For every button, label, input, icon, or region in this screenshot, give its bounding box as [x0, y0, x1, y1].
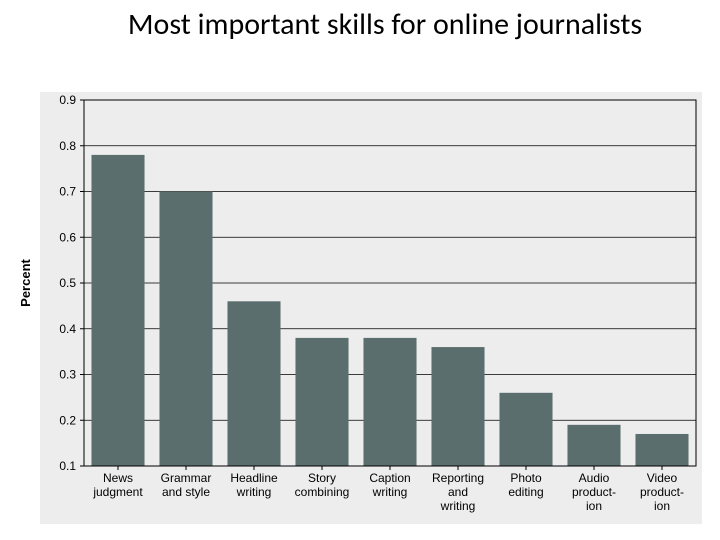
x-category-label: Caption	[369, 471, 410, 485]
y-tick-label: 0.6	[59, 230, 76, 244]
x-category-label: Story	[308, 471, 336, 485]
x-category-label: writing	[372, 485, 408, 499]
x-category-label: editing	[508, 485, 543, 499]
bar	[363, 338, 416, 466]
x-category-label: News	[103, 471, 133, 485]
bar	[635, 434, 688, 466]
y-tick-label: 0.4	[59, 322, 76, 336]
y-tick-label: 0.9	[59, 93, 76, 107]
x-category-label: Reporting	[432, 471, 484, 485]
bar	[159, 192, 212, 467]
x-category-label: ion	[654, 499, 670, 513]
x-category-label: combining	[295, 485, 350, 499]
bar	[295, 338, 348, 466]
bar	[431, 347, 484, 466]
x-category-label: and style	[162, 485, 210, 499]
y-axis-label: Percent	[18, 258, 33, 306]
x-category-label: product-	[640, 485, 684, 499]
x-category-label: Video	[647, 471, 678, 485]
bar	[227, 301, 280, 466]
x-category-label: Audio	[579, 471, 610, 485]
x-category-label: product-	[572, 485, 616, 499]
x-category-label: judgment	[92, 485, 143, 499]
chart-title: Most important skills for online journal…	[0, 0, 720, 47]
x-category-label: Headline	[230, 471, 278, 485]
x-category-label: Grammar	[161, 471, 212, 485]
bar-chart: 0.1 0.2 0.3 0.4 0.5 0.6 0.7 0.8 0.9 Newsjudgment G…	[18, 92, 702, 524]
bar	[567, 425, 620, 466]
y-tick-label: 0.8	[59, 139, 76, 153]
y-tick-label: 0.3	[59, 368, 76, 382]
y-tick-label: 0.5	[59, 276, 76, 290]
x-category-label: Photo	[510, 471, 542, 485]
x-category-label: writing	[236, 485, 272, 499]
x-category-label: and	[448, 485, 468, 499]
bar	[91, 155, 144, 466]
bar	[499, 393, 552, 466]
x-category-label: ion	[586, 499, 602, 513]
y-tick-label: 0.7	[59, 185, 76, 199]
x-category-label: writing	[440, 499, 476, 513]
y-tick-label: 0.2	[59, 413, 76, 427]
y-tick-label: 0.1	[59, 459, 76, 473]
